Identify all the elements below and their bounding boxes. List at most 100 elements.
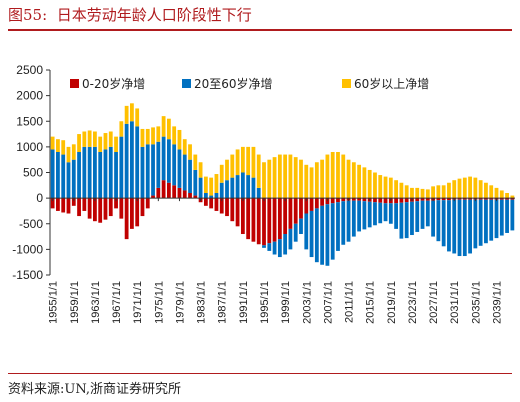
bar-working-59 bbox=[362, 201, 367, 230]
bar-working-23 bbox=[172, 144, 177, 186]
bar-elderly-6 bbox=[82, 131, 87, 147]
bar-elderly-4 bbox=[71, 144, 76, 160]
bar-elderly-75 bbox=[447, 182, 451, 199]
bar-working-34 bbox=[230, 177, 235, 199]
bar-youth-82 bbox=[484, 198, 488, 200]
bar-elderly-56 bbox=[346, 159, 351, 199]
y-tick-label: 0 bbox=[36, 191, 43, 205]
x-tick-label: 2023/1/1 bbox=[407, 281, 419, 324]
bar-youth-2 bbox=[61, 198, 66, 213]
bar-youth-42 bbox=[272, 198, 277, 242]
bar-youth-48 bbox=[304, 198, 309, 214]
bar-elderly-10 bbox=[103, 133, 108, 150]
bar-youth-75 bbox=[447, 198, 451, 201]
bar-elderly-83 bbox=[489, 185, 494, 199]
bar-elderly-49 bbox=[309, 167, 314, 199]
bar-working-75 bbox=[447, 200, 451, 252]
x-tick-label: 2019/1/1 bbox=[386, 281, 398, 324]
bar-youth-45 bbox=[288, 198, 293, 229]
bar-youth-9 bbox=[98, 198, 103, 223]
bar-elderly-13 bbox=[119, 121, 124, 137]
x-tick-label: 2003/1/1 bbox=[301, 281, 313, 324]
bar-elderly-14 bbox=[124, 105, 129, 124]
bar-elderly-41 bbox=[267, 159, 272, 199]
x-tick-label: 2015/1/1 bbox=[365, 281, 377, 324]
x-tick-label: 1995/1/1 bbox=[259, 281, 271, 324]
y-tick-label: 1500 bbox=[16, 114, 43, 128]
bar-elderly-58 bbox=[357, 164, 362, 199]
bar-elderly-36 bbox=[240, 146, 245, 173]
bar-working-28 bbox=[198, 177, 203, 199]
bar-elderly-33 bbox=[225, 159, 229, 181]
bar-working-33 bbox=[225, 180, 229, 199]
bar-elderly-44 bbox=[283, 154, 288, 199]
bar-working-25 bbox=[182, 154, 187, 191]
bar-youth-47 bbox=[299, 198, 303, 219]
bar-youth-8 bbox=[93, 198, 97, 222]
bar-working-8 bbox=[93, 146, 97, 199]
bar-working-68 bbox=[410, 201, 414, 236]
bar-elderly-50 bbox=[314, 162, 319, 199]
bar-elderly-78 bbox=[462, 177, 467, 199]
bar-elderly-27 bbox=[193, 154, 198, 170]
bar-elderly-30 bbox=[209, 177, 214, 196]
bar-working-63 bbox=[383, 203, 388, 222]
bar-youth-86 bbox=[505, 198, 509, 200]
x-tick-label: 2035/1/1 bbox=[470, 281, 482, 324]
bar-working-20 bbox=[156, 141, 161, 188]
bar-working-44 bbox=[283, 234, 288, 255]
bar-elderly-23 bbox=[172, 126, 177, 145]
bar-working-12 bbox=[114, 152, 118, 199]
bar-elderly-28 bbox=[198, 162, 203, 178]
axes-group: -1500 -1000 -500 0 500 1000 1500 2000 2500 1955/1… bbox=[12, 63, 515, 324]
bar-youth-77 bbox=[457, 198, 462, 200]
bar-elderly-24 bbox=[177, 129, 182, 150]
y-tick-label: 500 bbox=[23, 166, 43, 180]
bar-youth-5 bbox=[77, 198, 81, 217]
bar-youth-10 bbox=[103, 198, 108, 220]
legend-swatch-youth bbox=[70, 79, 79, 88]
legend-label-youth: 0-20岁净增 bbox=[82, 76, 145, 91]
bar-working-19 bbox=[151, 144, 155, 196]
title-rule bbox=[8, 29, 512, 31]
bar-elderly-79 bbox=[468, 176, 472, 199]
bar-elderly-37 bbox=[246, 146, 251, 176]
bar-working-52 bbox=[325, 204, 330, 266]
bar-youth-73 bbox=[436, 198, 441, 201]
bar-working-15 bbox=[130, 121, 134, 199]
x-tick-label: 2039/1/1 bbox=[492, 281, 504, 324]
bar-elderly-12 bbox=[114, 136, 118, 153]
bar-elderly-17 bbox=[140, 128, 145, 147]
bar-elderly-71 bbox=[425, 189, 430, 199]
x-tick-label: 1975/1/1 bbox=[153, 281, 165, 324]
bar-elderly-57 bbox=[351, 162, 356, 199]
bar-youth-23 bbox=[172, 185, 177, 199]
bar-working-11 bbox=[108, 146, 113, 199]
bar-elderly-67 bbox=[404, 185, 409, 199]
bar-youth-58 bbox=[357, 198, 362, 201]
bar-youth-16 bbox=[135, 198, 140, 227]
bar-working-54 bbox=[336, 202, 340, 251]
bar-working-24 bbox=[177, 149, 182, 188]
bar-youth-54 bbox=[336, 198, 340, 203]
bar-youth-34 bbox=[230, 198, 235, 222]
bar-youth-35 bbox=[235, 198, 240, 227]
bar-working-84 bbox=[494, 199, 499, 239]
bar-youth-29 bbox=[203, 198, 208, 206]
bar-youth-40 bbox=[262, 198, 266, 246]
legend-swatch-working bbox=[182, 79, 191, 88]
y-tick-label: 1000 bbox=[16, 140, 43, 154]
bar-elderly-3 bbox=[66, 146, 71, 163]
bar-working-66 bbox=[399, 202, 404, 239]
bar-youth-50 bbox=[314, 198, 319, 209]
bar-elderly-0 bbox=[50, 136, 55, 150]
x-tick-label: 2007/1/1 bbox=[322, 281, 334, 324]
x-tick-label: 1959/1/1 bbox=[69, 281, 81, 324]
bar-working-87 bbox=[510, 199, 515, 231]
y-tick-label: -1500 bbox=[12, 268, 43, 282]
bar-elderly-81 bbox=[478, 180, 483, 199]
bar-elderly-38 bbox=[251, 146, 256, 178]
bar-elderly-9 bbox=[98, 136, 103, 153]
bar-youth-85 bbox=[499, 198, 504, 200]
x-tick-label: 1987/1/1 bbox=[217, 281, 229, 324]
